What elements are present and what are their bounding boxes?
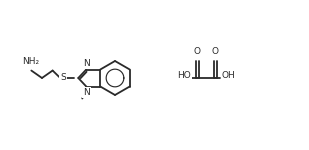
Text: N: N [83,88,90,97]
Text: HO: HO [177,72,191,81]
Text: O: O [193,47,201,56]
Text: N: N [83,59,90,68]
Text: S: S [60,74,66,82]
Text: O: O [211,47,218,56]
Text: OH: OH [222,72,236,81]
Text: NH₂: NH₂ [22,57,39,66]
